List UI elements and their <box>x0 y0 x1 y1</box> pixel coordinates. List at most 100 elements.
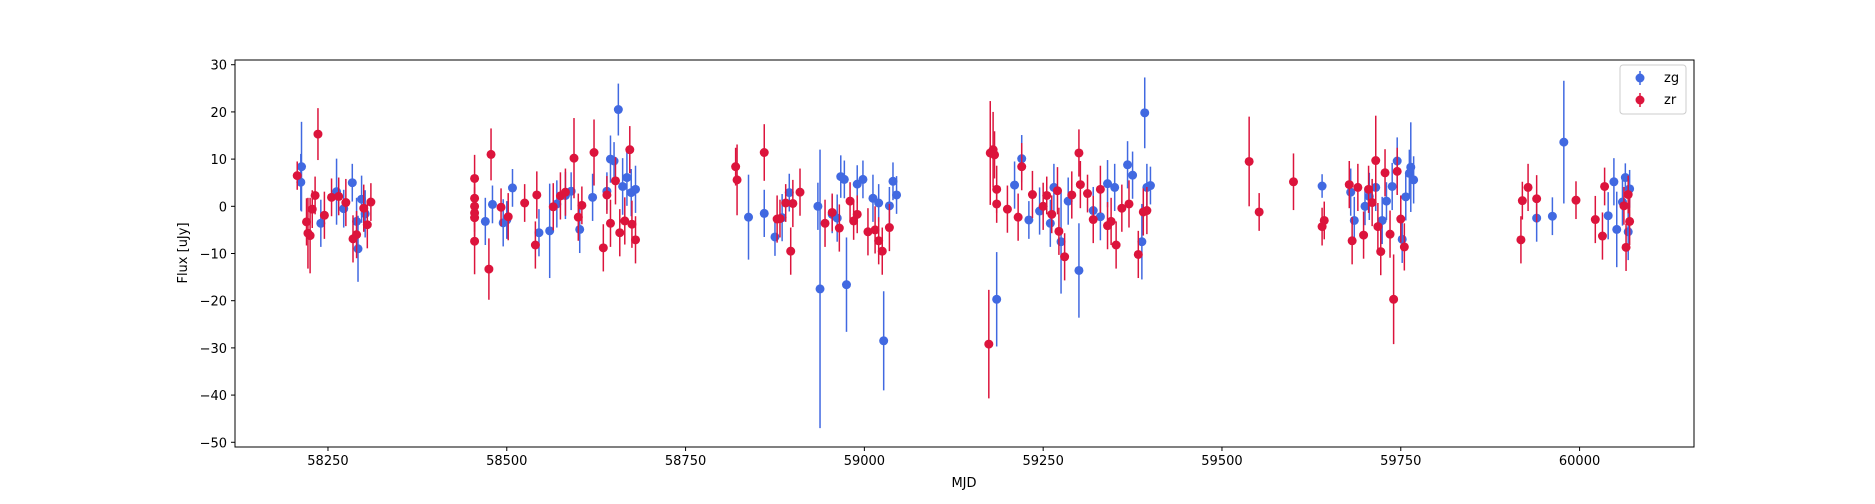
point-zr <box>610 176 620 186</box>
point-zr <box>1117 203 1127 213</box>
point-zg <box>992 294 1002 304</box>
point-zg <box>1045 218 1055 228</box>
point-zr <box>1106 216 1116 226</box>
x-tick-label: 59250 <box>1022 454 1063 469</box>
point-zr <box>577 200 587 210</box>
point-zr <box>532 190 542 200</box>
point-zr <box>1600 181 1610 191</box>
point-zg <box>545 226 555 236</box>
point-zg <box>1559 137 1569 147</box>
point-zr <box>530 240 540 250</box>
y-tick-label: −20 <box>200 295 227 310</box>
point-zr <box>620 216 630 226</box>
point-zr <box>520 198 530 208</box>
point-zr <box>1038 201 1048 211</box>
point-zr <box>1367 198 1377 208</box>
x-tick-label: 59500 <box>1201 454 1242 469</box>
point-zg <box>1623 227 1633 237</box>
point-zr <box>1597 231 1607 241</box>
point-zr <box>759 148 769 158</box>
x-axis-label: MJD <box>951 476 976 491</box>
point-zg <box>1349 215 1359 225</box>
point-zr <box>990 150 1000 160</box>
y-tick-label: 10 <box>210 153 227 168</box>
point-zr <box>598 243 608 253</box>
y-tick-label: −10 <box>200 248 227 263</box>
point-zr <box>1027 190 1037 200</box>
point-zr <box>1376 247 1386 257</box>
point-zr <box>1002 204 1012 214</box>
y-tick-label: 30 <box>210 59 227 74</box>
point-zr <box>984 339 994 349</box>
point-zg <box>874 198 884 208</box>
point-zg <box>1024 215 1034 225</box>
point-zr <box>1088 215 1098 225</box>
axis-ticks: 58250 58500 58750 59000 59250 59500 59750 60000… <box>200 59 1601 469</box>
point-zg <box>892 190 902 200</box>
point-zg <box>347 178 357 188</box>
point-zg <box>888 176 898 186</box>
point-zr <box>781 198 791 208</box>
point-zg <box>1346 187 1356 197</box>
point-zr <box>1319 215 1329 225</box>
point-zr <box>863 227 873 237</box>
point-zr <box>625 145 635 155</box>
point-zr <box>1389 294 1399 304</box>
point-zg <box>1095 212 1105 222</box>
point-zr <box>605 218 615 228</box>
point-zr <box>732 175 742 185</box>
point-zr <box>1075 180 1085 190</box>
point-zr <box>775 214 785 224</box>
point-zg <box>1317 181 1327 191</box>
point-zr <box>503 212 513 222</box>
point-zr <box>849 216 859 226</box>
y-tick-label: −50 <box>200 436 227 451</box>
point-zg <box>588 192 598 202</box>
point-zg <box>1074 265 1084 275</box>
point-zg <box>316 218 326 228</box>
point-zg <box>744 212 754 222</box>
point-zr <box>1371 156 1381 166</box>
point-zr <box>366 197 376 207</box>
point-zr <box>1532 194 1542 204</box>
point-zr <box>310 190 320 200</box>
point-zr <box>1047 209 1057 219</box>
point-zr <box>1392 166 1402 176</box>
point-zr <box>569 153 579 163</box>
point-zr <box>827 207 837 217</box>
point-zr <box>786 246 796 256</box>
point-zr <box>1054 226 1064 236</box>
point-zr <box>1359 230 1369 240</box>
point-zr <box>1083 189 1093 199</box>
point-zg <box>1409 175 1419 185</box>
y-tick-label: 0 <box>219 200 227 215</box>
point-zr <box>470 236 480 246</box>
point-zg <box>480 216 490 226</box>
x-tick-label: 58500 <box>486 454 527 469</box>
point-zr <box>852 209 862 219</box>
point-zg <box>622 173 632 183</box>
legend-zg-marker <box>1635 73 1645 83</box>
point-zr <box>1017 162 1027 172</box>
point-zr <box>319 210 329 220</box>
point-zg <box>1547 211 1557 221</box>
point-zr <box>352 230 362 240</box>
point-zr <box>834 223 844 233</box>
point-zr <box>305 231 315 241</box>
point-zg <box>1137 237 1147 247</box>
point-zr <box>362 220 372 230</box>
point-zg <box>1609 177 1619 187</box>
x-tick-label: 58750 <box>665 454 706 469</box>
point-zr <box>1353 182 1363 192</box>
point-zg <box>813 201 823 211</box>
point-zr <box>292 171 302 181</box>
point-zg <box>815 284 825 294</box>
point-zg <box>841 280 851 290</box>
point-zr <box>560 187 570 197</box>
point-zg <box>296 177 306 187</box>
point-zg <box>618 181 628 191</box>
point-zg <box>839 174 849 184</box>
legend-zr-marker <box>1635 95 1645 105</box>
y-tick-label: −40 <box>200 389 227 404</box>
point-zr <box>788 198 798 208</box>
